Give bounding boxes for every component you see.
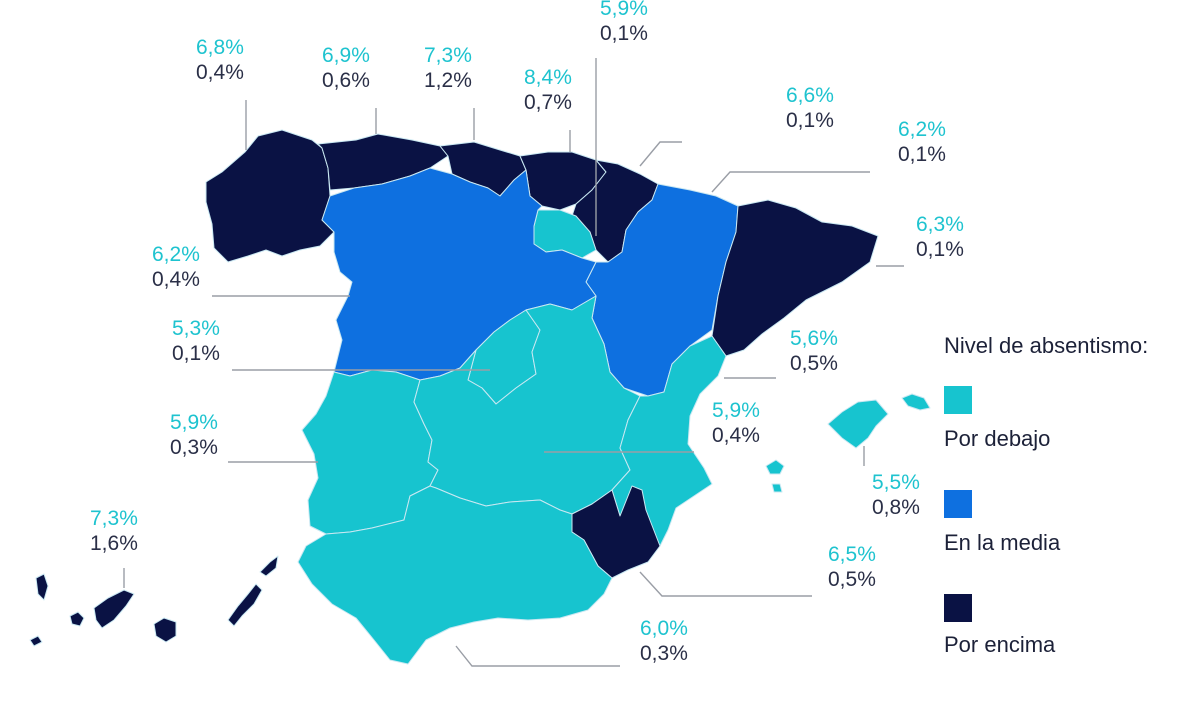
legend-label-below: Por debajo — [944, 426, 1051, 451]
label-castilla-la-mancha-rate: 5,9% — [712, 399, 760, 422]
region-galicia[interactable] — [205, 129, 335, 263]
label-navarra: 6,6% 0,1% — [786, 83, 834, 133]
label-murcia-change: 0,5% — [828, 568, 876, 591]
label-navarra-change: 0,1% — [786, 109, 834, 132]
label-canarias-change: 1,6% — [90, 532, 138, 555]
label-aragon: 6,2% 0,1% — [898, 117, 946, 167]
region-cataluna[interactable] — [711, 199, 879, 357]
label-la-rioja-change: 0,1% — [600, 22, 648, 45]
label-galicia-change: 0,4% — [196, 61, 244, 84]
label-cantabria: 7,3% 1,2% — [424, 43, 472, 93]
region-baleares-ibiza[interactable] — [765, 459, 785, 475]
label-galicia: 6,8% 0,4% — [196, 35, 244, 85]
label-murcia-rate: 6,5% — [828, 543, 876, 566]
label-cantabria-change: 1,2% — [424, 69, 472, 92]
label-la-rioja-rate: 5,9% — [600, 0, 648, 20]
legend-label-above: Por encima — [944, 632, 1056, 657]
label-madrid-change: 0,1% — [172, 342, 220, 365]
label-castilla-leon-rate: 6,2% — [152, 243, 200, 266]
label-canarias-rate: 7,3% — [90, 507, 138, 530]
label-castilla-la-mancha: 5,9% 0,4% — [712, 398, 760, 448]
legend-swatch-average — [944, 490, 972, 518]
label-castilla-la-mancha-change: 0,4% — [712, 424, 760, 447]
label-pais-vasco-change: 0,7% — [524, 91, 572, 114]
region-canarias-tenerife[interactable] — [93, 589, 135, 629]
region-canarias-hierro[interactable] — [29, 635, 43, 647]
region-canarias-fuerteventura[interactable] — [227, 583, 263, 627]
legend-swatch-above — [944, 594, 972, 622]
label-andalucia-change: 0,3% — [640, 642, 688, 665]
label-asturias-rate: 6,9% — [322, 44, 370, 67]
label-extremadura-rate: 5,9% — [170, 411, 218, 434]
region-andalucia[interactable] — [297, 485, 613, 665]
region-baleares-formentera[interactable] — [771, 483, 783, 493]
leader-navarra — [639, 141, 682, 167]
label-cataluna-rate: 6,3% — [916, 213, 964, 236]
label-baleares: 5,5% 0,8% — [872, 470, 920, 520]
label-canarias: 7,3% 1,6% — [90, 506, 138, 556]
region-canarias-lanzarote[interactable] — [259, 555, 279, 577]
label-murcia: 6,5% 0,5% — [828, 542, 876, 592]
leader-lines — [123, 58, 904, 667]
label-navarra-rate: 6,6% — [786, 84, 834, 107]
label-valencia-rate: 5,6% — [790, 327, 838, 350]
leader-andalucia — [455, 645, 620, 667]
label-extremadura-change: 0,3% — [170, 436, 218, 459]
label-extremadura: 5,9% 0,3% — [170, 410, 218, 460]
region-baleares-menorca[interactable] — [901, 393, 931, 411]
label-baleares-rate: 5,5% — [872, 471, 920, 494]
legend-swatch-below — [944, 386, 972, 414]
label-madrid-rate: 5,3% — [172, 317, 220, 340]
label-baleares-change: 0,8% — [872, 496, 920, 519]
region-baleares-mallorca[interactable] — [827, 399, 889, 449]
label-cataluna: 6,3% 0,1% — [916, 212, 964, 262]
legend-title: Nivel de absentismo: — [944, 333, 1149, 358]
region-canarias-lapalma[interactable] — [35, 573, 49, 601]
legend-label-average: En la media — [944, 530, 1061, 555]
leader-aragon — [711, 171, 870, 193]
label-valencia-change: 0,5% — [790, 352, 838, 375]
region-canarias-gomera[interactable] — [69, 611, 85, 627]
label-galicia-rate: 6,8% — [196, 36, 244, 59]
label-aragon-change: 0,1% — [898, 143, 946, 166]
label-asturias: 6,9% 0,6% — [322, 43, 370, 93]
leader-murcia — [639, 571, 812, 597]
label-pais-vasco-rate: 8,4% — [524, 66, 572, 89]
label-pais-vasco: 8,4% 0,7% — [524, 65, 572, 115]
label-andalucia-rate: 6,0% — [640, 617, 688, 640]
label-cantabria-rate: 7,3% — [424, 44, 472, 67]
label-castilla-leon: 6,2% 0,4% — [152, 242, 200, 292]
label-valencia: 5,6% 0,5% — [790, 326, 838, 376]
label-aragon-rate: 6,2% — [898, 118, 946, 141]
label-madrid: 5,3% 0,1% — [172, 316, 220, 366]
label-cataluna-change: 0,1% — [916, 238, 964, 261]
label-castilla-leon-change: 0,4% — [152, 268, 200, 291]
label-la-rioja: 5,9% 0,1% — [600, 0, 648, 46]
label-asturias-change: 0,6% — [322, 69, 370, 92]
region-canarias-grancanaria[interactable] — [153, 617, 177, 643]
label-andalucia: 6,0% 0,3% — [640, 616, 688, 666]
